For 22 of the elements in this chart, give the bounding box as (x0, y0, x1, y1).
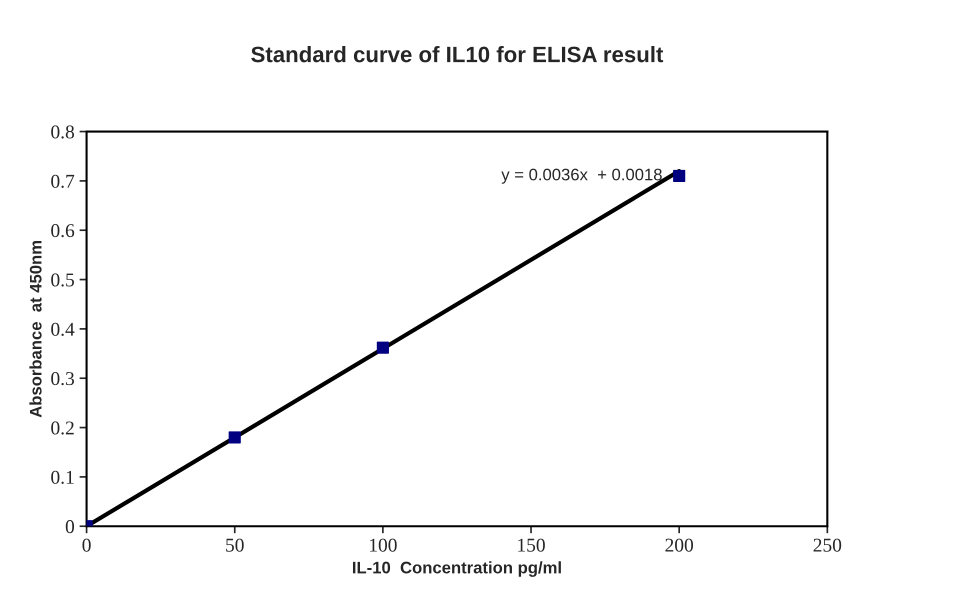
x-tick-label: 200 (665, 538, 694, 552)
x-tick-label: 50 (226, 538, 244, 552)
chart-title: Standard curve of IL10 for ELISA result (251, 46, 664, 62)
y-tick-label: 0.6 (51, 224, 74, 238)
x-tick-label: 100 (370, 538, 397, 552)
point (228, 431, 241, 444)
x-tick-label: 150 (518, 538, 545, 552)
x-tick-label: 250 (814, 538, 842, 552)
point (376, 342, 389, 354)
x-axis-title: IL-10 Concentration pg/ml (352, 561, 561, 577)
y-tick-label: 0.2 (51, 421, 74, 435)
y-tick-label: 0.8 (51, 125, 74, 139)
y-axis-title: Absorbance at 450nm (29, 241, 42, 418)
y-tick-label: 0 (66, 520, 74, 534)
y-tick-label: 0.5 (51, 273, 74, 287)
point (673, 170, 686, 182)
y-tick-label: 0.3 (51, 372, 74, 386)
y-tick-label: 0.1 (51, 470, 74, 484)
y-tick-label: 0.7 (51, 174, 74, 188)
annotation: y = 0.0036x + 0.0018 (501, 168, 662, 184)
y-tick-label: 0.4 (51, 322, 74, 336)
x-tick-label: 0 (82, 538, 91, 552)
